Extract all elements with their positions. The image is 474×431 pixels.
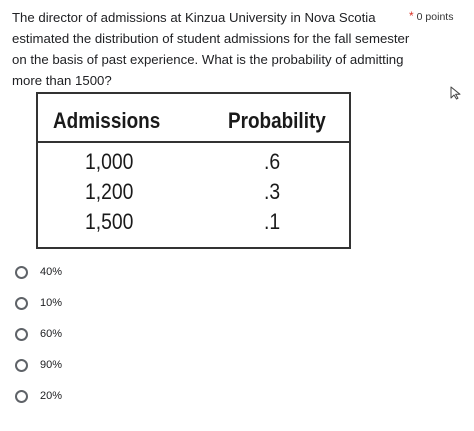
admissions-probability-table: Admissions Probability 1,000 .6 1,200 .3… (36, 92, 351, 249)
mouse-pointer-icon (450, 86, 461, 100)
required-marker: * (409, 9, 414, 23)
radio-button[interactable] (15, 390, 28, 403)
option-20-percent[interactable]: 20% (14, 388, 214, 408)
header-admissions: Admissions (53, 108, 161, 133)
radio-button[interactable] (15, 359, 28, 372)
option-10-percent[interactable]: 10% (14, 295, 214, 315)
points-label: 0 points (416, 11, 454, 23)
cell-probability: .1 (264, 209, 281, 234)
option-90-percent[interactable]: 90% (14, 357, 214, 377)
option-label: 90% (40, 359, 63, 371)
option-40-percent[interactable]: 40% (14, 264, 214, 284)
option-60-percent[interactable]: 60% (14, 326, 214, 346)
cell-admissions: 1,000 (85, 149, 134, 174)
cell-probability: .3 (264, 179, 281, 204)
points-indicator: * 0 points (409, 9, 453, 23)
table-row: 1,200 .3 (38, 179, 349, 209)
cell-admissions: 1,200 (85, 179, 134, 204)
radio-button[interactable] (15, 266, 28, 279)
cell-admissions: 1,500 (85, 209, 134, 234)
table-row: 1,000 .6 (38, 149, 349, 179)
radio-button[interactable] (15, 297, 28, 310)
option-label: 10% (40, 297, 63, 309)
option-label: 40% (40, 266, 63, 278)
option-label: 20% (40, 390, 63, 402)
option-label: 60% (40, 328, 63, 340)
question-text: The director of admissions at Kinzua Uni… (12, 10, 410, 88)
table-row: 1,500 .1 (38, 209, 349, 239)
cell-probability: .6 (264, 149, 281, 174)
header-probability: Probability (228, 108, 326, 133)
radio-button[interactable] (15, 328, 28, 341)
table-header-row: Admissions Probability (38, 94, 349, 143)
